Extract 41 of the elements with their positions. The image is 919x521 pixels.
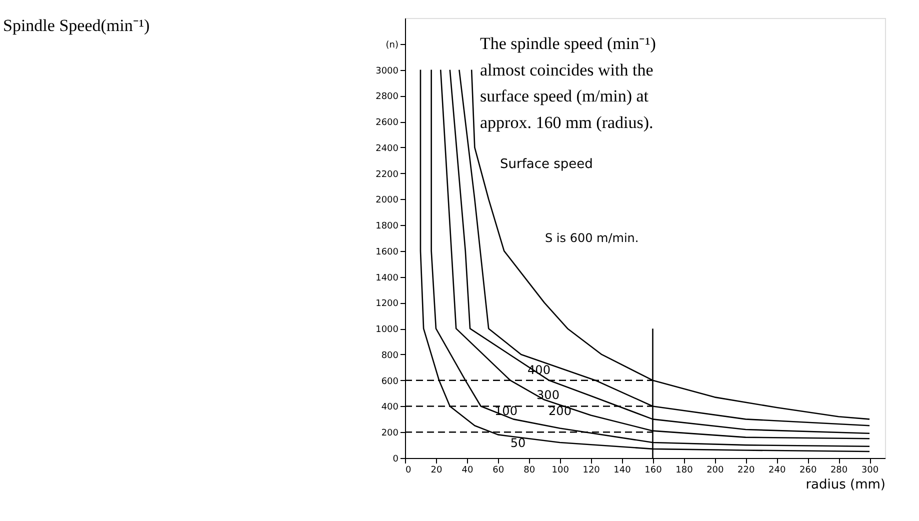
y-tick-label: 1400 (376, 273, 399, 284)
y-tick-label: 200 (381, 428, 399, 439)
x-tick-label: 200 (706, 466, 724, 476)
y-tick-label: 2400 (376, 144, 399, 154)
annotation: 100 (494, 404, 518, 418)
text: Spindle Speed(min⁻¹) (3, 16, 150, 35)
y-tick-label: 400 (381, 402, 399, 413)
x-tick-label: 140 (614, 466, 632, 476)
y-tick-label: 1000 (376, 325, 399, 336)
y-tick-label: 2800 (376, 92, 399, 102)
x-tick-label: 180 (676, 466, 694, 476)
y-tick-label: 2200 (376, 170, 399, 180)
y-tick-label: 3000 (376, 66, 399, 76)
x-tick-label: 120 (582, 466, 600, 476)
annotation: 300 (536, 388, 560, 402)
y-tick-label: 600 (381, 376, 399, 387)
x-tick-label: 260 (799, 466, 817, 476)
y-tick-label: 1800 (376, 222, 399, 232)
y-tick-label: (n) (386, 40, 398, 50)
annotation: Surface speed (500, 157, 593, 172)
y-tick-label: 2000 (376, 196, 399, 206)
x-tick-label: 20 (430, 466, 442, 476)
y-tick-label: 800 (381, 350, 399, 361)
x-axis-title: radius (mm) (806, 478, 886, 492)
x-tick-label: 0 (406, 466, 412, 476)
x-tick-label: 80 (524, 466, 536, 476)
x-tick-label: 60 (492, 466, 504, 476)
y-tick-label: 1200 (376, 299, 399, 310)
y-tick-label: 1600 (376, 247, 399, 258)
x-tick-label: 280 (830, 466, 848, 476)
x-tick-label: 160 (644, 466, 662, 476)
y-tick-label: 2600 (376, 118, 399, 128)
x-tick-label: 100 (552, 466, 570, 476)
annotation: 50 (510, 436, 526, 450)
annotation: S is 600 m/min. (545, 231, 639, 245)
x-tick-label: 300 (861, 466, 879, 476)
annotation: The spindle speed (min⁻¹) almost coincides with the surface speed (m/min) at approx. 160 mm (radius). (480, 34, 656, 132)
x-tick-label: 240 (768, 466, 786, 476)
x-tick-label: 220 (738, 466, 756, 476)
y-tick-label: 0 (392, 454, 399, 464)
x-tick-label: 40 (462, 466, 474, 476)
